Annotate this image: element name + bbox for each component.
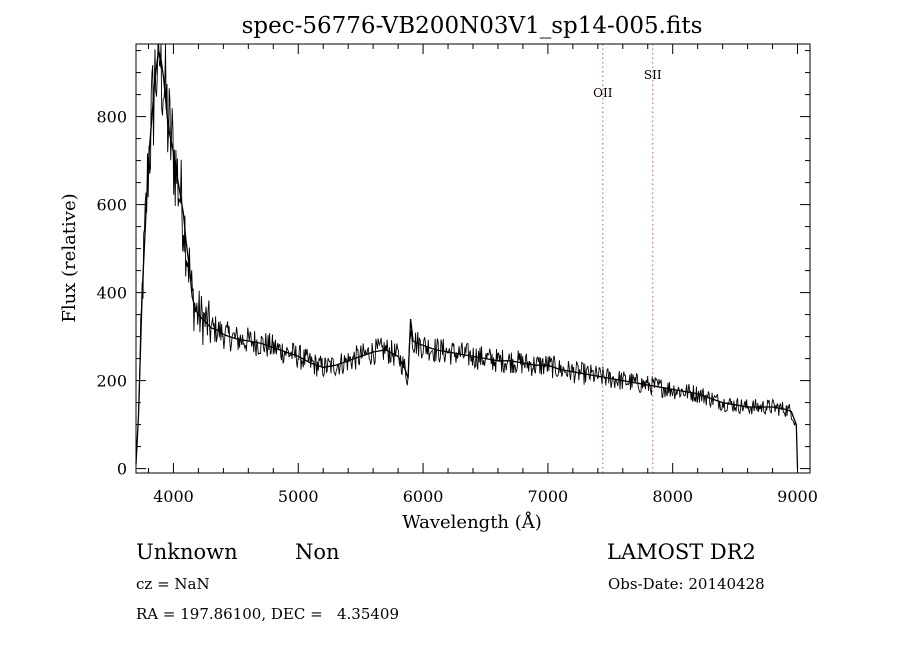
- y-tick-label: 0: [117, 460, 127, 479]
- y-axis-label: Flux (relative): [59, 193, 80, 322]
- y-tick-label: 600: [96, 196, 127, 215]
- emission-line-markers: OII SII: [593, 44, 662, 473]
- obs-date: Obs-Date: 20140428: [608, 575, 765, 593]
- x-tick-label: 5000: [278, 487, 319, 506]
- redshift-text: cz = NaN: [136, 575, 210, 593]
- spectrum-line: [135, 50, 799, 469]
- x-tick-label: 4000: [153, 487, 194, 506]
- survey-name: LAMOST DR2: [607, 540, 756, 564]
- x-tick-label: 7000: [528, 487, 569, 506]
- chart-title: spec-56776-VB200N03V1_sp14-005.fits: [242, 13, 703, 39]
- y-tick-label: 200: [96, 372, 127, 391]
- x-axis-label: Wavelength (Å): [402, 511, 542, 533]
- x-tick-label: 9000: [777, 487, 818, 506]
- spectrum-noise: [138, 43, 797, 426]
- coordinates-text: RA = 197.86100, DEC = 4.35409: [136, 605, 400, 623]
- marker-label: OII: [593, 86, 613, 100]
- marker-label: SII: [644, 68, 662, 82]
- axis-ticks: [136, 44, 810, 473]
- x-tick-label: 6000: [403, 487, 444, 506]
- y-tick-labels: 0 200 400 600 800: [96, 108, 127, 479]
- y-tick-label: 400: [96, 284, 127, 303]
- plot-frame: [135, 43, 811, 474]
- y-tick-label: 800: [96, 108, 127, 127]
- object-subclass: Non: [295, 540, 340, 564]
- object-class: Unknown: [136, 540, 238, 564]
- x-tick-label: 8000: [652, 487, 693, 506]
- spectrum-noise-trace: [138, 43, 797, 426]
- x-tick-labels: 4000 5000 6000 7000 8000 9000: [153, 487, 818, 506]
